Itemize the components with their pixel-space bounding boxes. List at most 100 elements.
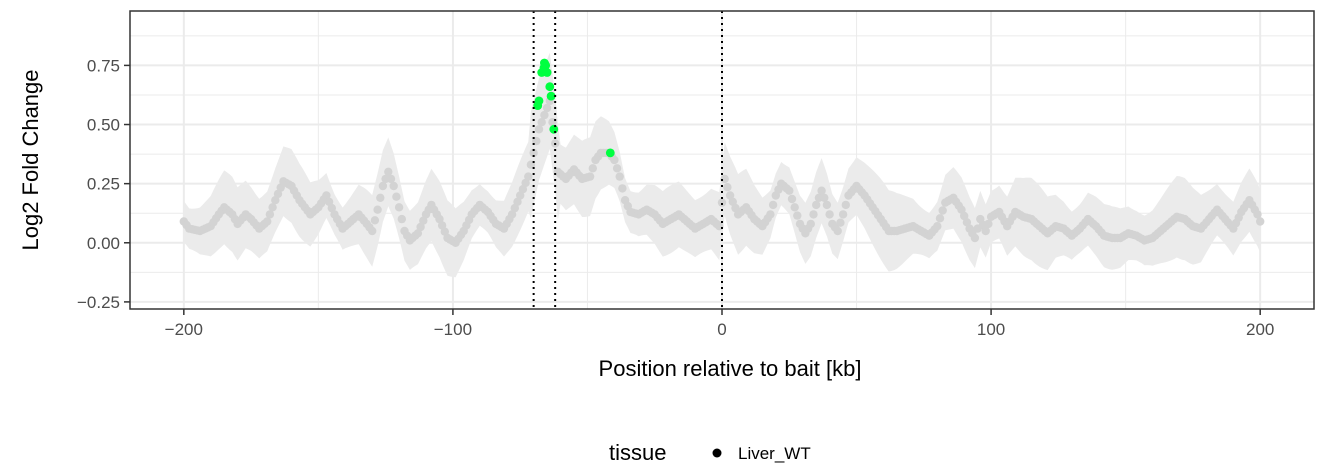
data-point bbox=[510, 203, 519, 213]
data-point bbox=[513, 197, 522, 206]
data-point bbox=[327, 203, 336, 213]
data-point bbox=[793, 211, 802, 220]
x-axis-ticks: −200 −100 0 100 200 bbox=[165, 309, 1274, 339]
data-point bbox=[389, 181, 398, 191]
x-axis-title: Position relative to bait [kb] bbox=[599, 356, 862, 381]
highlight-point bbox=[545, 82, 555, 92]
legend-key-liver-wt bbox=[712, 448, 722, 458]
data-point bbox=[984, 219, 993, 229]
data-point bbox=[529, 148, 538, 158]
highlight-point bbox=[549, 124, 559, 134]
x-tick-label: 0 bbox=[717, 320, 726, 339]
data-point bbox=[612, 164, 622, 173]
y-axis-title: Log2 Fold Change bbox=[18, 69, 43, 250]
data-point bbox=[397, 214, 406, 224]
highlight-point bbox=[541, 61, 551, 70]
data-point bbox=[394, 203, 404, 212]
data-point bbox=[933, 222, 942, 231]
highlight-point bbox=[546, 91, 556, 101]
highlight-point bbox=[542, 68, 552, 77]
y-tick-label: −0.25 bbox=[77, 293, 120, 312]
data-point bbox=[938, 206, 947, 215]
data-point bbox=[806, 219, 815, 229]
data-point bbox=[378, 181, 388, 191]
data-point bbox=[962, 218, 972, 227]
points-layer bbox=[179, 58, 1265, 247]
data-point bbox=[970, 233, 980, 243]
x-tick-label: −100 bbox=[434, 320, 472, 339]
data-point bbox=[809, 210, 818, 219]
data-point bbox=[413, 229, 423, 238]
data-point bbox=[785, 186, 794, 195]
data-point bbox=[822, 200, 832, 210]
data-point bbox=[386, 174, 396, 184]
data-point bbox=[957, 205, 966, 214]
data-point bbox=[787, 194, 797, 204]
data-point bbox=[416, 222, 425, 232]
legend-title: tissue bbox=[609, 440, 666, 465]
y-tick-label: 0.00 bbox=[87, 234, 120, 253]
data-point bbox=[542, 103, 552, 113]
x-tick-label: −200 bbox=[165, 320, 203, 339]
data-point bbox=[437, 221, 447, 230]
data-point bbox=[524, 172, 533, 181]
y-tick-label: 0.50 bbox=[87, 116, 120, 135]
data-point bbox=[322, 191, 331, 200]
data-point bbox=[615, 172, 624, 181]
data-point bbox=[370, 216, 380, 225]
data-point bbox=[715, 222, 724, 231]
data-point bbox=[717, 198, 727, 207]
data-point bbox=[618, 184, 627, 193]
data-point bbox=[268, 203, 277, 212]
data-point bbox=[838, 210, 848, 219]
data-point bbox=[766, 210, 775, 219]
data-point bbox=[820, 193, 829, 202]
data-point bbox=[812, 200, 821, 210]
data-point bbox=[585, 172, 595, 181]
data-point bbox=[440, 227, 449, 236]
highlight-point bbox=[534, 96, 544, 106]
data-point bbox=[324, 197, 334, 206]
data-point bbox=[728, 197, 737, 206]
data-point bbox=[368, 226, 377, 236]
data-point bbox=[825, 210, 834, 219]
data-point bbox=[1253, 210, 1262, 219]
data-point bbox=[263, 217, 272, 226]
data-point bbox=[836, 218, 845, 227]
data-point bbox=[725, 191, 735, 200]
data-point bbox=[1256, 217, 1265, 226]
data-point bbox=[373, 205, 382, 214]
data-point bbox=[384, 167, 393, 176]
data-point bbox=[720, 174, 729, 184]
data-point bbox=[521, 178, 530, 188]
vline-layer bbox=[532, 11, 723, 309]
legend-label-liver-wt: Liver_WT bbox=[738, 444, 811, 463]
data-point bbox=[833, 226, 842, 236]
data-point bbox=[588, 164, 597, 173]
data-point bbox=[841, 200, 850, 210]
data-point bbox=[534, 125, 544, 134]
data-point bbox=[790, 203, 799, 212]
data-point bbox=[723, 183, 732, 192]
data-point bbox=[271, 196, 280, 205]
data-point bbox=[960, 211, 969, 221]
y-axis-ticks: −0.25 0.00 0.25 0.50 0.75 bbox=[77, 56, 130, 312]
data-point bbox=[935, 214, 945, 223]
data-point bbox=[419, 216, 428, 225]
data-point bbox=[537, 118, 546, 127]
highlight-point bbox=[605, 148, 615, 158]
data-point bbox=[518, 185, 528, 194]
x-tick-label: 100 bbox=[977, 320, 1005, 339]
data-point bbox=[376, 193, 385, 202]
data-point bbox=[276, 183, 285, 192]
data-point bbox=[981, 226, 990, 236]
x-tick-label: 200 bbox=[1246, 320, 1274, 339]
legend: tissue Liver_WT bbox=[609, 440, 811, 465]
y-tick-label: 0.75 bbox=[87, 56, 120, 75]
data-point bbox=[435, 214, 444, 224]
data-point bbox=[273, 189, 283, 199]
data-point bbox=[817, 186, 826, 195]
y-tick-label: 0.25 bbox=[87, 175, 120, 194]
data-point bbox=[507, 210, 517, 219]
